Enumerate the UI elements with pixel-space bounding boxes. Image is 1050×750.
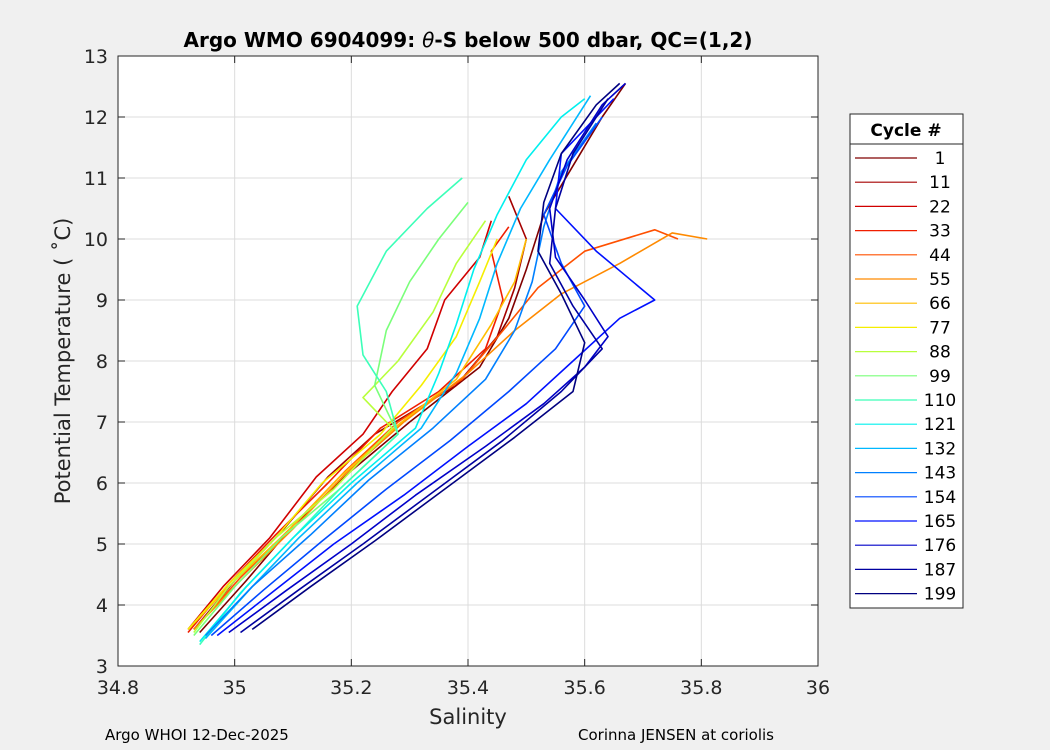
- legend-label: 55: [929, 270, 951, 290]
- title-suffix: -S below 500 dbar, QC=(1,2): [434, 28, 752, 52]
- series-line-cycle-154: [210, 116, 603, 637]
- series-line-cycle-132: [204, 95, 592, 640]
- legend-label: 154: [924, 488, 956, 508]
- y-tick-label: 8: [96, 351, 108, 373]
- y-tick-label: 9: [96, 290, 108, 312]
- legend-label: 77: [929, 318, 951, 338]
- series-line-cycle-176: [228, 82, 627, 634]
- title-prefix: Argo WMO 6904099:: [184, 28, 423, 52]
- legend-label: 1: [935, 149, 946, 169]
- series-line-cycle-33: [187, 226, 510, 634]
- y-tick-label: 13: [84, 46, 108, 68]
- x-tick-label: 36: [806, 677, 830, 699]
- legend-label: 33: [929, 222, 951, 242]
- y-tick-label: 12: [84, 107, 108, 129]
- legend-label: 121: [924, 415, 956, 435]
- y-tick-label: 6: [96, 473, 108, 495]
- y-tick-label: 10: [84, 229, 108, 251]
- x-tick-label: 34.8: [97, 677, 139, 699]
- series-line-cycle-77: [187, 238, 498, 630]
- series-line-cycle-187: [240, 98, 609, 634]
- legend-label: 44: [929, 246, 951, 266]
- y-tick-label: 4: [96, 595, 108, 617]
- x-tick-label: 35.2: [330, 677, 372, 699]
- series-group: [187, 82, 708, 646]
- y-tick-label: 7: [96, 412, 108, 434]
- legend-entries: 1112233445566778899110121132143154165176…: [855, 149, 956, 605]
- series-line-cycle-121: [199, 98, 586, 643]
- legend-label: 176: [924, 536, 956, 556]
- legend-label: 99: [929, 367, 951, 387]
- x-tick-label: 35.8: [680, 677, 722, 699]
- series-line-cycle-55: [193, 232, 708, 630]
- series-line-cycle-88: [193, 220, 487, 633]
- x-tick-label: 35.6: [564, 677, 606, 699]
- legend-label: 66: [929, 294, 951, 314]
- series-line-cycle-66: [187, 238, 528, 630]
- x-axis-label: Salinity: [429, 705, 507, 729]
- x-tick-label: 35.4: [447, 677, 489, 699]
- legend-label: 143: [924, 464, 956, 484]
- y-tick-label: 3: [96, 656, 108, 678]
- footer-author: Corinna JENSEN at coriolis: [578, 726, 774, 744]
- legend-label: 110: [924, 391, 956, 411]
- legend: Cycle # 11122334455667788991101211321431…: [849, 113, 964, 609]
- legend-box: [849, 113, 964, 609]
- legend-label: 11: [929, 173, 951, 193]
- y-axis-label: Potential Temperature ( ˚C): [51, 218, 75, 505]
- legend-label: 187: [924, 560, 956, 580]
- legend-label: 88: [929, 343, 951, 363]
- series-line-cycle-99: [193, 201, 469, 637]
- footer-source: Argo WHOI 12-Dec-2025: [105, 726, 289, 744]
- chart-title: Argo WMO 6904099: θ-S below 500 dbar, QC…: [184, 28, 753, 52]
- legend-title: Cycle #: [870, 121, 941, 141]
- y-tick-label: 11: [84, 168, 108, 190]
- axis-ticks: 34.8 35 35.2 35.4 35.6 35.8 36 3 4 5 6 7 8 9 10 11 12 13: [84, 46, 830, 699]
- legend-label: 165: [924, 512, 956, 532]
- title-symbol: θ: [422, 28, 434, 52]
- x-tick-label: 35: [223, 677, 247, 699]
- legend-label: 199: [924, 585, 956, 605]
- series-line-cycle-199: [251, 82, 621, 631]
- y-tick-label: 5: [96, 534, 108, 556]
- legend-label: 22: [929, 197, 951, 217]
- legend-label: 132: [924, 439, 956, 459]
